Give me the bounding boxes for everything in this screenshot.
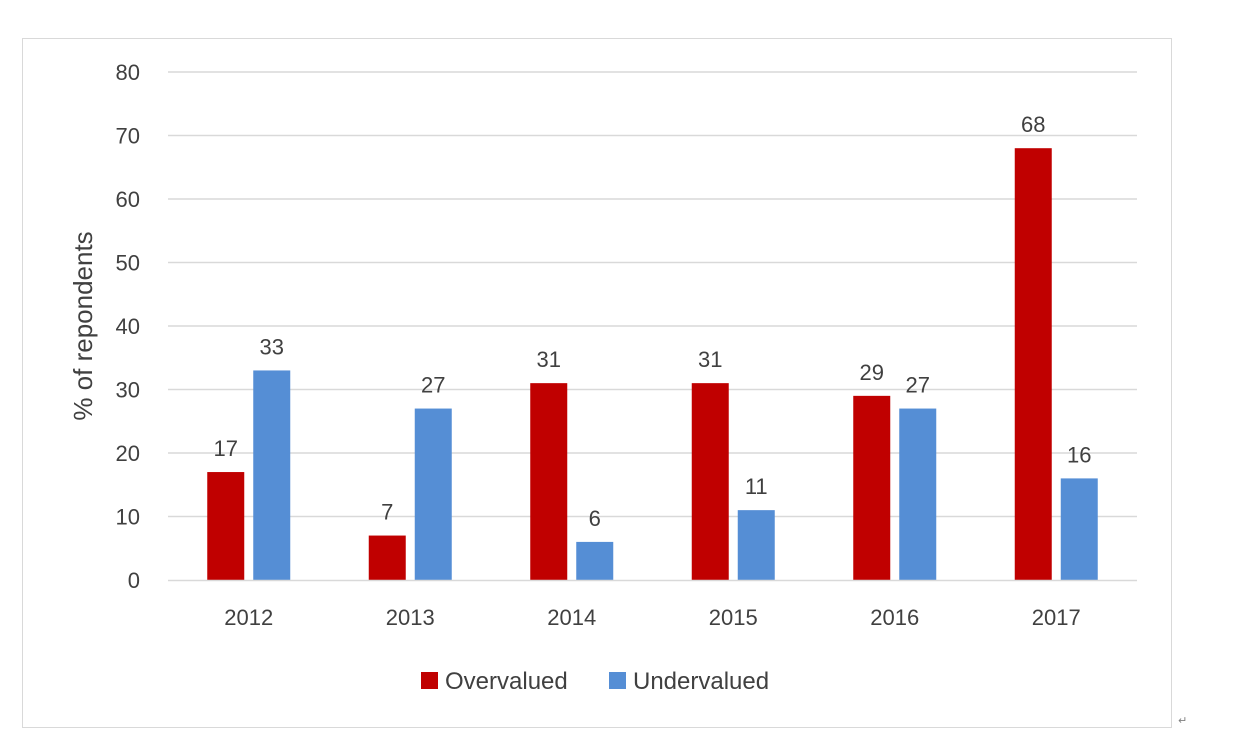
bar-overvalued-2014 [530, 383, 568, 580]
y-tick-label: 50 [116, 251, 140, 276]
data-labels: 17 33 7 27 31 6 31 11 29 27 68 16 [214, 112, 1092, 531]
data-label: 6 [589, 506, 601, 531]
x-tick-label: 2012 [224, 605, 273, 630]
data-label: 31 [698, 347, 722, 372]
y-tick-label: 0 [128, 568, 140, 593]
legend-label-overvalued: Overvalued [445, 668, 568, 695]
chart-frame [22, 38, 1172, 728]
y-tick-label: 60 [116, 187, 140, 212]
bar-undervalued-2014 [576, 541, 614, 580]
x-tick-label: 2017 [1032, 605, 1081, 630]
bar-overvalued-2016 [853, 395, 891, 580]
bar-undervalued-2012 [253, 370, 291, 580]
data-label: 33 [260, 334, 284, 359]
bar-undervalued-2017 [1060, 478, 1098, 580]
data-label: 68 [1021, 112, 1045, 137]
paragraph-mark: ↵ [1178, 714, 1188, 727]
data-label: 27 [421, 373, 445, 398]
bar-undervalued-2013 [414, 408, 452, 580]
y-tick-label: 30 [116, 378, 140, 403]
bar-undervalued-2016 [899, 408, 937, 580]
y-tick-label: 20 [116, 441, 140, 466]
y-axis-title: % of repondents [68, 231, 98, 420]
legend: Overvalued Undervalued [421, 668, 769, 695]
x-tick-label: 2015 [709, 605, 758, 630]
bar-overvalued-2012 [207, 472, 245, 580]
legend-label-undervalued: Undervalued [633, 668, 769, 695]
legend-swatch-overvalued [421, 672, 438, 689]
y-tick-label: 40 [116, 314, 140, 339]
x-tick-label: 2014 [547, 605, 596, 630]
x-tick-label: 2016 [870, 605, 919, 630]
x-axis-ticks: 2012 2013 2014 2015 2016 2017 [224, 605, 1080, 630]
y-tick-label: 10 [116, 505, 140, 530]
bars [207, 148, 1098, 580]
bar-overvalued-2017 [1014, 148, 1052, 580]
y-tick-label: 80 [116, 60, 140, 85]
bar-undervalued-2015 [737, 510, 775, 580]
data-label: 11 [745, 474, 768, 499]
bar-overvalued-2015 [691, 383, 729, 580]
data-label: 27 [906, 373, 930, 398]
data-label: 16 [1067, 442, 1091, 467]
legend-swatch-undervalued [609, 672, 626, 689]
bar-overvalued-2013 [368, 535, 406, 580]
data-label: 17 [214, 436, 238, 461]
y-tick-label: 70 [116, 124, 140, 149]
data-label: 29 [860, 360, 884, 385]
data-label: 31 [537, 347, 561, 372]
data-label: 7 [381, 500, 393, 525]
y-axis-ticks: 0 10 20 30 40 50 60 70 80 [116, 60, 140, 593]
x-tick-label: 2013 [386, 605, 435, 630]
gridlines [168, 71, 1137, 518]
